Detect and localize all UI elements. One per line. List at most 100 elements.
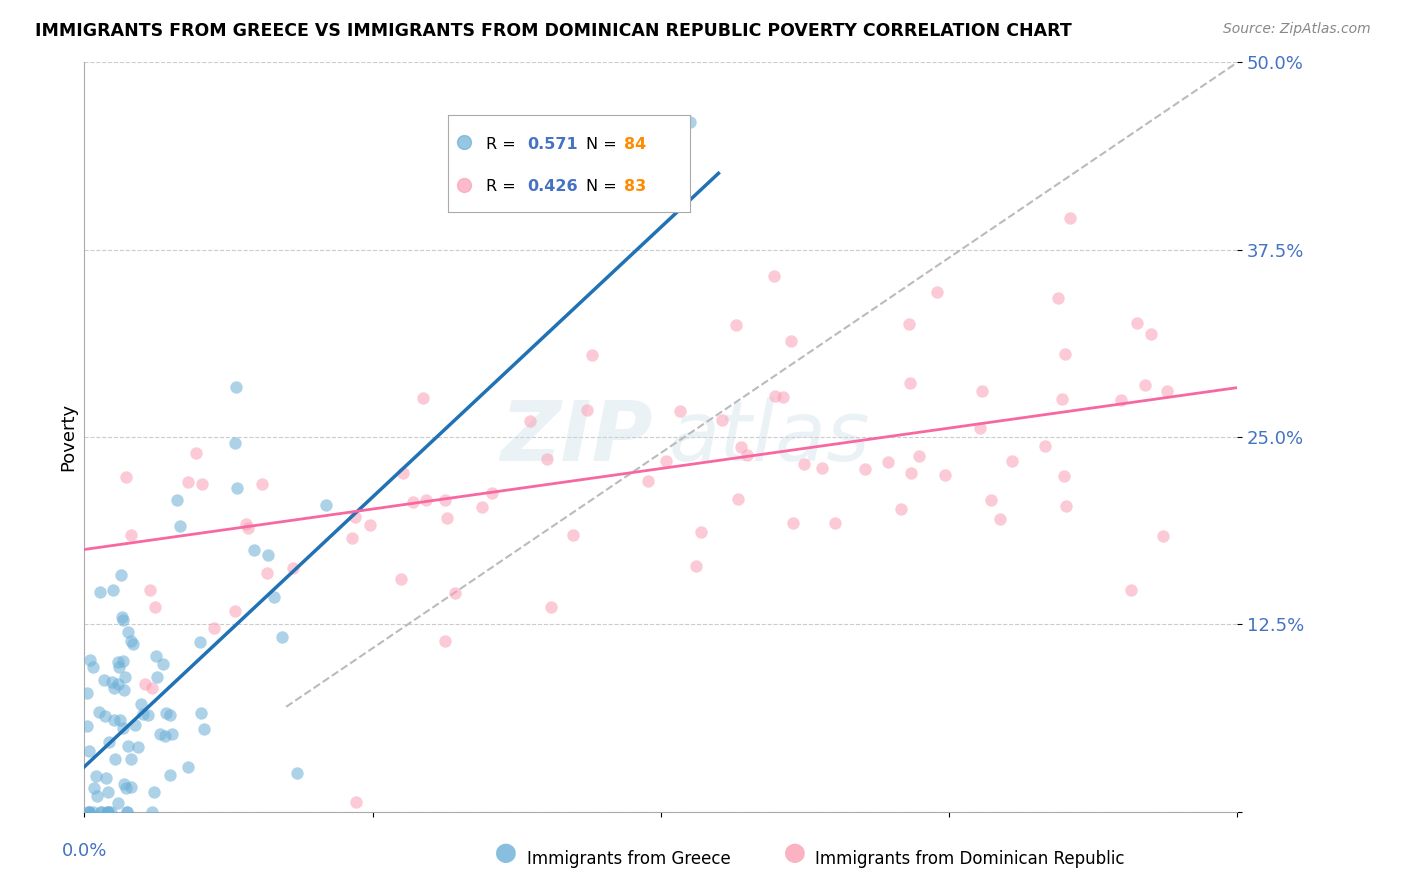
Point [412, 391, 434, 405]
Point [934, 468, 956, 483]
Text: ⬤: ⬤ [783, 844, 806, 863]
Point [340, 531, 363, 545]
Point [120, 633, 142, 648]
Text: IMMIGRANTS FROM GREECE VS IMMIGRANTS FROM DOMINICAN REPUBLIC POVERTY CORRELATION: IMMIGRANTS FROM GREECE VS IMMIGRANTS FRO… [35, 22, 1071, 40]
Point [1059, 211, 1081, 225]
Point [735, 448, 758, 462]
Point [115, 805, 138, 819]
Point [724, 318, 747, 332]
Point [793, 458, 815, 472]
Point [145, 648, 167, 663]
Point [655, 454, 678, 468]
Point [166, 492, 188, 507]
Y-axis label: Poverty: Poverty [59, 403, 77, 471]
Point [146, 670, 169, 684]
Point [136, 708, 159, 723]
Point [1153, 529, 1175, 543]
Point [97, 785, 120, 799]
Point [98, 735, 121, 749]
Point [77, 805, 100, 819]
Point [763, 389, 786, 403]
Point [90, 805, 112, 819]
Point [263, 590, 285, 604]
Point [121, 780, 143, 795]
Point [107, 655, 129, 669]
Point [876, 455, 898, 469]
Point [112, 721, 135, 735]
Point [1053, 469, 1076, 483]
Point [90, 805, 112, 819]
Point [315, 499, 337, 513]
Point [270, 630, 292, 644]
Point [169, 519, 191, 533]
Point [114, 670, 136, 684]
Point [1001, 453, 1024, 467]
Point [576, 403, 599, 417]
Point [89, 585, 111, 599]
Point [669, 403, 692, 417]
Point [76, 719, 98, 733]
Point [111, 654, 134, 668]
Point [124, 718, 146, 732]
Point [481, 486, 503, 500]
Point [637, 475, 659, 489]
Point [117, 624, 139, 639]
Point [710, 412, 733, 426]
Point [444, 586, 467, 600]
Point [853, 462, 876, 476]
Point [108, 713, 131, 727]
Point [225, 481, 247, 495]
Point [103, 713, 125, 727]
Point [107, 676, 129, 690]
Point [536, 452, 558, 467]
Point [285, 765, 308, 780]
Point [159, 768, 181, 782]
Point [139, 582, 162, 597]
Point [434, 492, 457, 507]
Point [77, 805, 100, 819]
Point [97, 805, 120, 819]
Point [108, 660, 131, 674]
Point [243, 543, 266, 558]
Point [925, 285, 948, 299]
Point [155, 706, 177, 720]
Point [112, 777, 135, 791]
Point [101, 674, 124, 689]
Point [190, 476, 212, 491]
Point [224, 435, 246, 450]
Point [389, 572, 412, 586]
Text: 0.0%: 0.0% [62, 842, 107, 860]
Point [225, 380, 247, 394]
Point [581, 348, 603, 362]
Point [1156, 384, 1178, 398]
Point [129, 697, 152, 711]
Point [257, 549, 280, 563]
Point [988, 512, 1011, 526]
Point [83, 780, 105, 795]
Point [824, 516, 846, 530]
Point [141, 805, 163, 819]
Point [392, 466, 415, 480]
Point [111, 613, 134, 627]
Point [176, 760, 198, 774]
Point [117, 739, 139, 753]
Point [772, 390, 794, 404]
Point [898, 376, 921, 390]
Point [93, 673, 115, 687]
Point [153, 730, 176, 744]
Point [562, 528, 585, 542]
Point [100, 805, 122, 819]
Point [236, 520, 259, 534]
Point [256, 566, 278, 580]
Point [202, 621, 225, 635]
Point [1047, 291, 1070, 305]
Point [679, 115, 702, 129]
Point [190, 706, 212, 720]
Point [94, 709, 117, 723]
Point [82, 660, 104, 674]
Point [907, 450, 929, 464]
Point [120, 528, 142, 542]
Point [162, 727, 184, 741]
Text: Source: ZipAtlas.com: Source: ZipAtlas.com [1223, 22, 1371, 37]
Point [76, 805, 98, 819]
